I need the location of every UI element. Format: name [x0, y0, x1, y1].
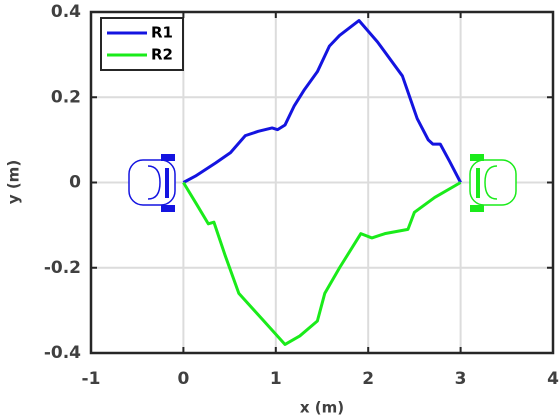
y-tick-label: -0.4 [44, 343, 81, 363]
legend-label: R2 [151, 46, 173, 64]
x-tick-label: -1 [82, 369, 101, 389]
x-tick-label: 4 [547, 369, 559, 389]
x-axis-label: x (m) [300, 399, 344, 417]
y-tick-label: 0.4 [51, 2, 81, 22]
series-line [182, 19, 462, 184]
x-tick-label: 3 [455, 369, 467, 389]
plot-lines [182, 19, 462, 346]
robot-r2 [469, 154, 517, 212]
y-tick-label: 0 [69, 173, 81, 193]
x-tick-label: 1 [270, 369, 282, 389]
robot-r1 [128, 154, 176, 212]
y-tick-label: -0.2 [44, 258, 81, 278]
y-tick-label: 0.2 [51, 87, 81, 107]
x-tick-label: 2 [362, 369, 374, 389]
x-tick-label: 0 [177, 369, 189, 389]
ticks: -1 0 1 2 3 4 -0.4 -0.2 0 0.2 0.4 [44, 2, 559, 389]
y-axis-label: y (m) [5, 160, 23, 204]
series-line [182, 181, 462, 346]
legend-label: R1 [151, 24, 173, 42]
legend-box [100, 17, 184, 71]
